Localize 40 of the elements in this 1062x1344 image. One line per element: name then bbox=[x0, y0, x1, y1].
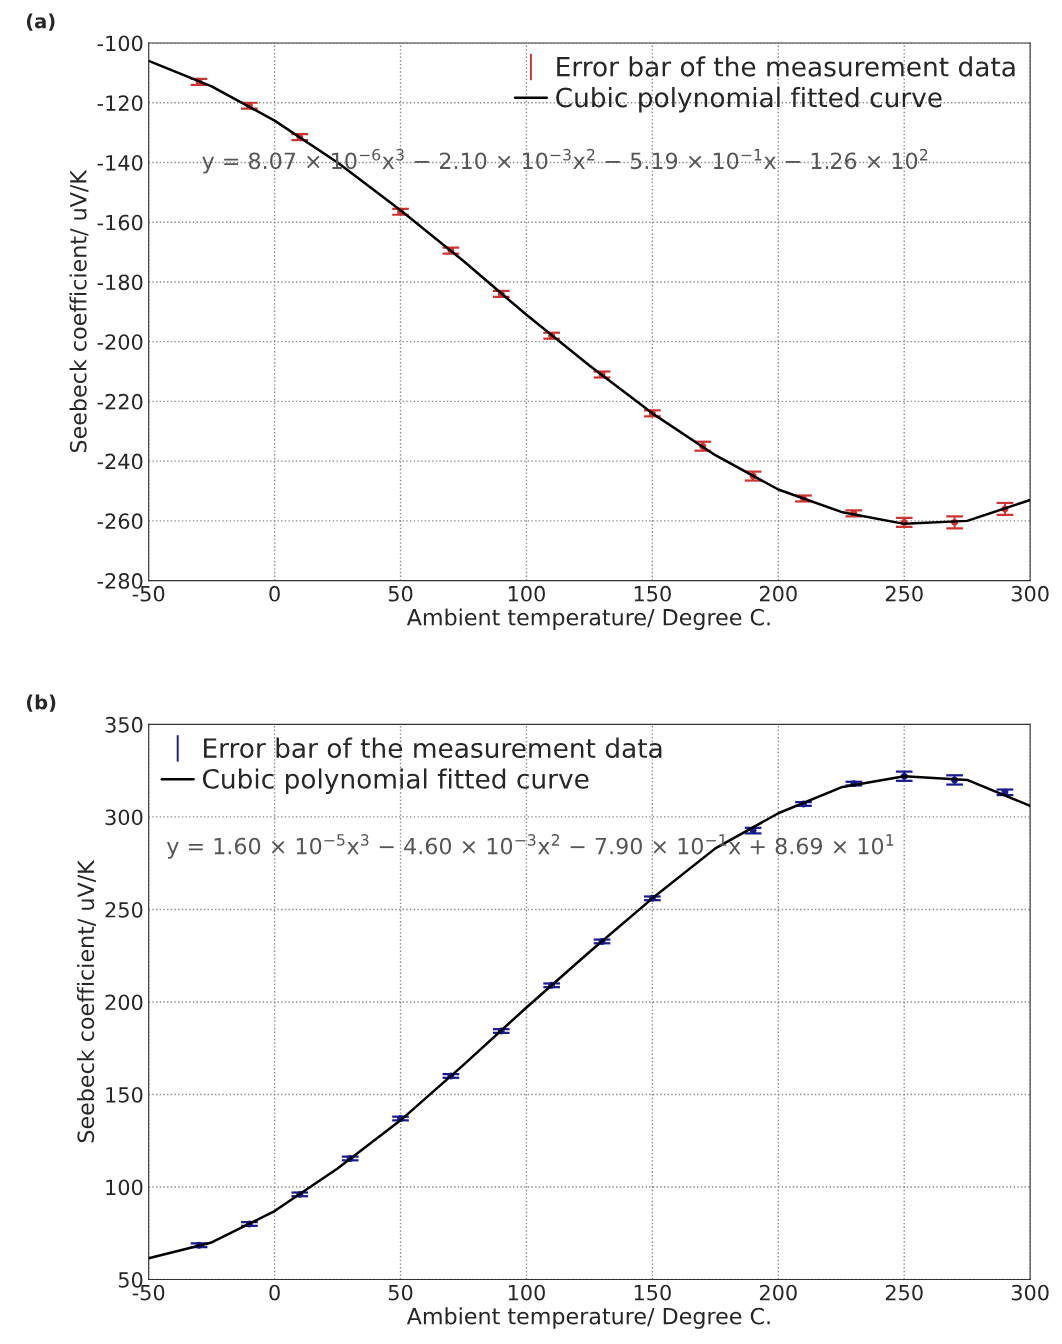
y-tick-label: 150 bbox=[106, 1086, 143, 1103]
y-axis-title: Seebeck coefficient/ uV/K bbox=[69, 169, 89, 453]
y-tick-label: -260 bbox=[97, 513, 143, 530]
x-tick-label: 100 bbox=[508, 1284, 545, 1301]
x-tick-label: 50 bbox=[388, 585, 413, 602]
x-tick-label: 150 bbox=[634, 585, 671, 602]
y-tick-label: -160 bbox=[97, 214, 143, 231]
y-tick-label: -100 bbox=[97, 35, 143, 52]
y-tick-label: 100 bbox=[106, 1179, 143, 1196]
y-tick-label: -140 bbox=[97, 154, 143, 171]
legend-label: Error bar of the measurement data bbox=[557, 56, 1015, 77]
x-tick-label: 50 bbox=[388, 1284, 413, 1301]
y-tick-label: 300 bbox=[105, 809, 143, 826]
x-tick-label: 250 bbox=[885, 585, 923, 602]
legend-label: Cubic polynomial fitted curve bbox=[556, 87, 942, 113]
y-tick-label: -120 bbox=[97, 95, 143, 111]
y-tick-label: 250 bbox=[105, 901, 143, 918]
y-tick-label: -180 bbox=[97, 274, 143, 291]
y-axis-title: Seebeck coefficient/ uV/K bbox=[76, 859, 96, 1143]
x-tick-label: 0 bbox=[269, 585, 280, 602]
x-tick-label: 200 bbox=[759, 585, 797, 602]
x-tick-label: 300 bbox=[1011, 1284, 1049, 1301]
legend-label: Error bar of the measurement data bbox=[204, 737, 662, 759]
y-tick-label: 200 bbox=[105, 994, 143, 1011]
x-tick-label: 0 bbox=[269, 1284, 280, 1301]
y-tick-label: -220 bbox=[97, 393, 143, 410]
y-tick-label: -200 bbox=[97, 334, 143, 350]
x-tick-label: 200 bbox=[759, 1284, 797, 1301]
y-tick-label: 350 bbox=[105, 716, 143, 733]
x-axis-title: Ambient temperature/ Degree C. bbox=[406, 1307, 770, 1329]
x-tick-label: 100 bbox=[508, 585, 545, 602]
x-tick-label: 300 bbox=[1011, 585, 1049, 602]
legend-label: Cubic polynomial fitted curve bbox=[202, 768, 589, 794]
x-tick-label: 250 bbox=[885, 1284, 923, 1301]
x-tick-label: 150 bbox=[634, 1284, 671, 1301]
text: (b) bbox=[26, 694, 56, 712]
y-tick-label: -240 bbox=[97, 453, 143, 470]
text: y = 1.60 × 10$^{−5}$x$^{3}$ − 4.60 × 10$^{−3}$x$^{2}$ − 7.90 × 10$^{−1}$x + 8.69 × 10$^{1}$ bbox=[166, 834, 894, 859]
x-axis-title: Ambient temperature/ Degree C. bbox=[406, 608, 770, 630]
text: (a) bbox=[26, 13, 55, 31]
